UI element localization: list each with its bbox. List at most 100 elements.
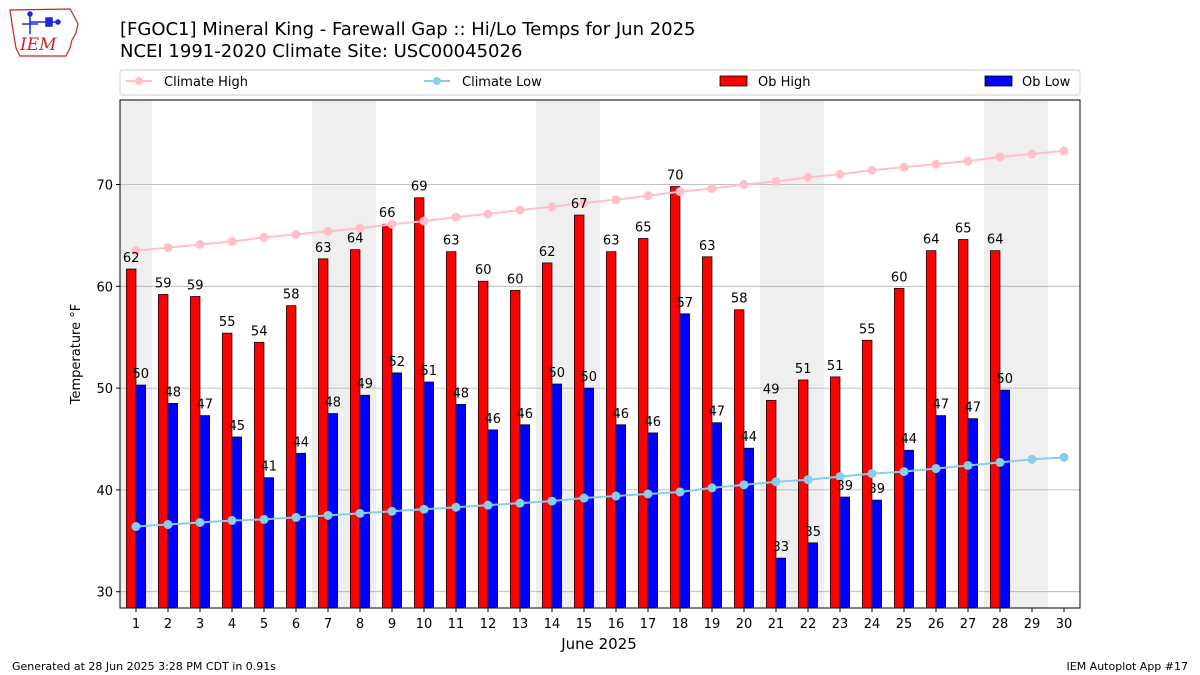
point-climate-high-day-26	[931, 159, 941, 169]
label-ob-high-day-13: 60	[507, 272, 524, 287]
x-tick-label-7: 7	[324, 617, 332, 632]
point-climate-high-day-18	[675, 187, 685, 197]
bar-ob-high-day-26	[926, 250, 937, 609]
point-climate-high-day-15	[579, 198, 589, 208]
label-ob-low-day-2: 48	[165, 385, 182, 400]
label-ob-low-day-9: 52	[389, 355, 406, 370]
label-ob-high-day-15: 67	[571, 197, 588, 212]
legend-swatch-ob-low	[984, 75, 1013, 87]
x-tick-label-26: 26	[928, 617, 945, 632]
bar-ob-low-day-16	[615, 424, 626, 609]
label-ob-high-day-9: 66	[379, 206, 396, 221]
bar-ob-low-day-24	[871, 499, 882, 609]
logo-text: IEM	[19, 35, 57, 55]
bar-ob-low-day-6	[295, 452, 306, 609]
legend: Climate High Climate Low Ob High Ob Low	[119, 69, 1081, 96]
legend-label-climate-low: Climate Low	[462, 75, 542, 90]
point-climate-high-day-23	[835, 169, 845, 179]
iem-logo: IEM	[9, 8, 79, 57]
point-climate-low-day-29	[1027, 454, 1037, 464]
point-climate-high-day-7	[323, 226, 333, 236]
label-ob-low-day-5: 41	[261, 460, 278, 475]
chart-subtitle: NCEI 1991-2020 Climate Site: USC00045026	[120, 41, 522, 62]
bar-ob-low-day-19	[711, 422, 722, 609]
y-axis: 30 40 50 60 70	[96, 178, 120, 601]
point-climate-high-day-3	[195, 240, 205, 250]
label-ob-low-day-23: 39	[837, 479, 854, 494]
legend-item-climate-high: Climate High	[126, 75, 248, 90]
legend-frame	[119, 69, 1081, 96]
gridlines	[120, 184, 1080, 593]
bar-ob-high-day-9	[382, 223, 393, 609]
point-climate-low-day-30	[1059, 452, 1069, 462]
label-ob-low-day-17: 46	[645, 415, 662, 430]
label-ob-low-day-27: 47	[965, 401, 982, 416]
x-tick-label-15: 15	[576, 617, 593, 632]
bar-ob-high-day-14	[542, 262, 553, 609]
point-climate-low-day-2	[163, 520, 173, 530]
label-ob-high-day-2: 59	[155, 276, 172, 291]
label-ob-low-day-16: 46	[613, 407, 630, 422]
x-tick-label-17: 17	[640, 617, 657, 632]
bar-ob-low-day-13	[519, 424, 530, 609]
point-climate-high-day-12	[483, 209, 493, 219]
x-tick-label-29: 29	[1024, 617, 1041, 632]
footer-generated: Generated at 28 Jun 2025 3:28 PM CDT in …	[12, 660, 276, 673]
label-ob-low-day-19: 47	[709, 405, 726, 420]
x-tick-label-30: 30	[1056, 617, 1073, 632]
bar-ob-high-day-25	[894, 287, 905, 609]
y-tick-label-30: 30	[96, 586, 113, 601]
legend-swatch-ob-high	[719, 75, 748, 87]
legend-item-climate-low: Climate Low	[424, 75, 542, 90]
point-climate-high-day-17	[643, 191, 653, 201]
label-ob-low-day-28: 50	[997, 372, 1014, 387]
point-climate-low-day-17	[643, 489, 653, 499]
point-climate-low-day-8	[355, 508, 365, 518]
x-tick-label-28: 28	[992, 617, 1009, 632]
point-climate-high-day-22	[803, 172, 813, 182]
legend-label-climate-high: Climate High	[164, 75, 248, 90]
legend-marker-climate-low	[433, 77, 441, 85]
point-climate-low-day-7	[323, 510, 333, 520]
point-climate-low-day-25	[899, 467, 909, 477]
point-climate-low-day-4	[227, 515, 237, 525]
label-ob-low-day-18: 57	[677, 296, 694, 311]
label-ob-low-day-7: 48	[325, 396, 342, 411]
label-ob-low-day-11: 48	[453, 386, 470, 401]
bar-ob-low-day-8	[359, 394, 370, 609]
y-tick-label-50: 50	[96, 382, 113, 397]
bar-ob-low-day-18	[679, 313, 690, 609]
bar-ob-low-day-17	[647, 432, 658, 609]
point-climate-high-day-5	[259, 232, 269, 242]
bar-ob-low-day-20	[743, 447, 754, 609]
legend-label-ob-low: Ob Low	[1022, 75, 1071, 90]
point-climate-high-day-10	[419, 216, 429, 226]
point-climate-high-day-21	[771, 176, 781, 186]
x-tick-label-22: 22	[800, 617, 817, 632]
label-ob-high-day-12: 60	[475, 263, 492, 278]
x-tick-label-27: 27	[960, 617, 977, 632]
x-tick-label-19: 19	[704, 617, 721, 632]
x-tick-label-10: 10	[416, 617, 433, 632]
x-tick-label-13: 13	[512, 617, 529, 632]
point-climate-low-day-10	[419, 504, 429, 514]
label-ob-low-day-8: 49	[357, 377, 374, 392]
bar-ob-high-day-1	[126, 268, 137, 609]
footer-app: IEM Autoplot App #17	[1067, 660, 1189, 673]
bar-ob-high-day-8	[350, 249, 361, 609]
label-ob-low-day-3: 47	[197, 398, 214, 413]
label-ob-high-day-26: 64	[923, 233, 940, 248]
bar-ob-high-day-18	[670, 186, 681, 609]
weather-station-icon	[22, 11, 61, 34]
bar-ob-high-day-20	[734, 309, 745, 609]
bar-ob-low-day-12	[487, 429, 498, 609]
label-ob-low-day-21: 33	[773, 540, 790, 555]
point-climate-low-day-24	[867, 469, 877, 479]
y-tick-label-40: 40	[96, 484, 113, 499]
point-climate-low-day-19	[707, 483, 717, 493]
legend-marker-climate-high	[135, 77, 143, 85]
x-axis-label: June 2025	[560, 635, 637, 653]
label-ob-high-day-10: 69	[411, 180, 428, 195]
label-ob-high-day-14: 62	[539, 245, 556, 260]
point-climate-low-day-14	[547, 496, 557, 506]
